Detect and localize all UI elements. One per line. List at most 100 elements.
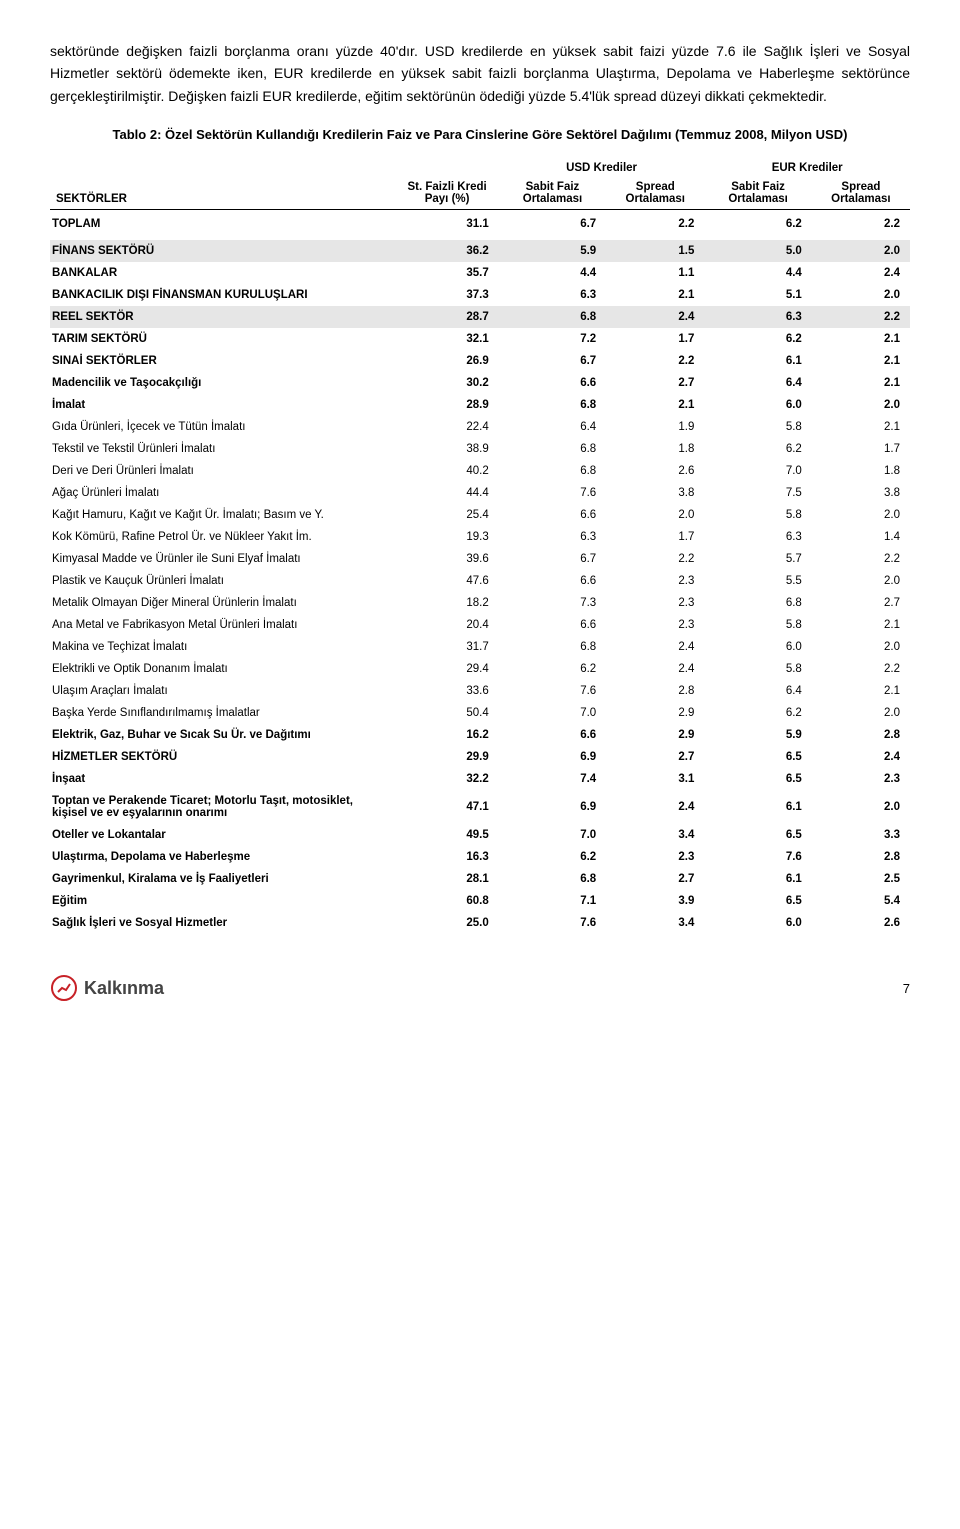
cell-value: 7.1 bbox=[499, 890, 606, 912]
col-stfaizli: St. Faizli Kredi Payı (%) bbox=[395, 176, 498, 210]
cell-value: 2.8 bbox=[812, 846, 910, 868]
row-label: Ulaştırma, Depolama ve Haberleşme bbox=[50, 846, 395, 868]
table-row: Plastik ve Kauçuk Ürünleri İmalatı47.66.… bbox=[50, 570, 910, 592]
table-row: TOPLAM31.16.72.26.22.2 bbox=[50, 210, 910, 241]
col-eur-spread: Spread Ortalaması bbox=[812, 176, 910, 210]
cell-value: 60.8 bbox=[395, 890, 498, 912]
cell-value: 2.1 bbox=[606, 284, 704, 306]
cell-value: 6.6 bbox=[499, 724, 606, 746]
table-row: Ulaştırma, Depolama ve Haberleşme16.36.2… bbox=[50, 846, 910, 868]
cell-value: 2.3 bbox=[606, 614, 704, 636]
cell-value: 25.0 bbox=[395, 912, 498, 934]
cell-value: 2.1 bbox=[812, 350, 910, 372]
row-label: Kimyasal Madde ve Ürünler ile Suni Elyaf… bbox=[50, 548, 395, 570]
cell-value: 2.1 bbox=[812, 416, 910, 438]
cell-value: 6.6 bbox=[499, 372, 606, 394]
cell-value: 1.1 bbox=[606, 262, 704, 284]
cell-value: 6.2 bbox=[704, 210, 811, 241]
table-row: Gayrimenkul, Kiralama ve İş Faaliyetleri… bbox=[50, 868, 910, 890]
table-row: Gıda Ürünleri, İçecek ve Tütün İmalatı22… bbox=[50, 416, 910, 438]
cell-value: 2.0 bbox=[606, 504, 704, 526]
table-row: Kimyasal Madde ve Ürünler ile Suni Elyaf… bbox=[50, 548, 910, 570]
cell-value: 2.0 bbox=[812, 394, 910, 416]
cell-value: 2.1 bbox=[812, 372, 910, 394]
cell-value: 5.9 bbox=[704, 724, 811, 746]
row-label: Başka Yerde Sınıflandırılmamış İmalatlar bbox=[50, 702, 395, 724]
cell-value: 5.1 bbox=[704, 284, 811, 306]
table-row: Sağlık İşleri ve Sosyal Hizmetler25.07.6… bbox=[50, 912, 910, 934]
cell-value: 16.2 bbox=[395, 724, 498, 746]
col-group-eur: EUR Krediler bbox=[704, 157, 910, 176]
cell-value: 29.9 bbox=[395, 746, 498, 768]
row-label: Ağaç Ürünleri İmalatı bbox=[50, 482, 395, 504]
table-row: Madencilik ve Taşocakçılığı30.26.62.76.4… bbox=[50, 372, 910, 394]
cell-value: 31.1 bbox=[395, 210, 498, 241]
page-number: 7 bbox=[903, 981, 910, 996]
cell-value: 47.1 bbox=[395, 790, 498, 824]
cell-value: 2.4 bbox=[812, 746, 910, 768]
cell-value: 7.0 bbox=[499, 702, 606, 724]
cell-value: 5.8 bbox=[704, 614, 811, 636]
cell-value: 6.1 bbox=[704, 350, 811, 372]
cell-value: 6.7 bbox=[499, 350, 606, 372]
table-row: Metalik Olmayan Diğer Mineral Ürünlerin … bbox=[50, 592, 910, 614]
table-row: Elektrik, Gaz, Buhar ve Sıcak Su Ür. ve … bbox=[50, 724, 910, 746]
cell-value: 6.4 bbox=[499, 416, 606, 438]
row-label: İmalat bbox=[50, 394, 395, 416]
cell-value: 32.1 bbox=[395, 328, 498, 350]
table-row: HİZMETLER SEKTÖRÜ29.96.92.76.52.4 bbox=[50, 746, 910, 768]
cell-value: 6.1 bbox=[704, 868, 811, 890]
cell-value: 33.6 bbox=[395, 680, 498, 702]
cell-value: 6.7 bbox=[499, 210, 606, 241]
row-label: Ana Metal ve Fabrikasyon Metal Ürünleri … bbox=[50, 614, 395, 636]
cell-value: 2.0 bbox=[812, 504, 910, 526]
row-label: Elektrik, Gaz, Buhar ve Sıcak Su Ür. ve … bbox=[50, 724, 395, 746]
table-row: Toptan ve Perakende Ticaret; Motorlu Taş… bbox=[50, 790, 910, 824]
row-label: Elektrikli ve Optik Donanım İmalatı bbox=[50, 658, 395, 680]
cell-value: 2.1 bbox=[812, 328, 910, 350]
cell-value: 37.3 bbox=[395, 284, 498, 306]
row-label: Gayrimenkul, Kiralama ve İş Faaliyetleri bbox=[50, 868, 395, 890]
cell-value: 5.8 bbox=[704, 416, 811, 438]
row-label: Gıda Ürünleri, İçecek ve Tütün İmalatı bbox=[50, 416, 395, 438]
table-row: İnşaat32.27.43.16.52.3 bbox=[50, 768, 910, 790]
row-label: HİZMETLER SEKTÖRÜ bbox=[50, 746, 395, 768]
cell-value: 2.6 bbox=[812, 912, 910, 934]
cell-value: 7.2 bbox=[499, 328, 606, 350]
cell-value: 6.9 bbox=[499, 790, 606, 824]
cell-value: 6.3 bbox=[499, 526, 606, 548]
cell-value: 5.8 bbox=[704, 504, 811, 526]
row-label: BANKACILIK DIŞI FİNANSMAN KURULUŞLARI bbox=[50, 284, 395, 306]
cell-value: 32.2 bbox=[395, 768, 498, 790]
cell-value: 6.0 bbox=[704, 912, 811, 934]
cell-value: 2.3 bbox=[812, 768, 910, 790]
cell-value: 2.4 bbox=[812, 262, 910, 284]
col-usd-spread: Spread Ortalaması bbox=[606, 176, 704, 210]
cell-value: 6.5 bbox=[704, 890, 811, 912]
cell-value: 2.8 bbox=[606, 680, 704, 702]
cell-value: 6.0 bbox=[704, 636, 811, 658]
cell-value: 7.6 bbox=[704, 846, 811, 868]
cell-value: 6.8 bbox=[499, 306, 606, 328]
cell-value: 6.3 bbox=[704, 306, 811, 328]
cell-value: 2.2 bbox=[606, 548, 704, 570]
data-table: USD Krediler EUR Krediler SEKTÖRLER St. … bbox=[50, 157, 910, 934]
row-label: Oteller ve Lokantalar bbox=[50, 824, 395, 846]
table-row: BANKALAR35.74.41.14.42.4 bbox=[50, 262, 910, 284]
row-label: Makina ve Teçhizat İmalatı bbox=[50, 636, 395, 658]
table-row: REEL SEKTÖR28.76.82.46.32.2 bbox=[50, 306, 910, 328]
row-label: BANKALAR bbox=[50, 262, 395, 284]
cell-value: 20.4 bbox=[395, 614, 498, 636]
cell-value: 5.9 bbox=[499, 240, 606, 262]
cell-value: 2.4 bbox=[606, 790, 704, 824]
table-row: Kok Kömürü, Rafine Petrol Ür. ve Nükleer… bbox=[50, 526, 910, 548]
cell-value: 2.7 bbox=[606, 372, 704, 394]
row-label: Plastik ve Kauçuk Ürünleri İmalatı bbox=[50, 570, 395, 592]
table-row: İmalat28.96.82.16.02.0 bbox=[50, 394, 910, 416]
cell-value: 2.8 bbox=[812, 724, 910, 746]
cell-value: 2.1 bbox=[606, 394, 704, 416]
table-title: Tablo 2: Özel Sektörün Kullandığı Kredil… bbox=[50, 127, 910, 142]
row-label: Madencilik ve Taşocakçılığı bbox=[50, 372, 395, 394]
cell-value: 1.9 bbox=[606, 416, 704, 438]
cell-value: 6.5 bbox=[704, 768, 811, 790]
